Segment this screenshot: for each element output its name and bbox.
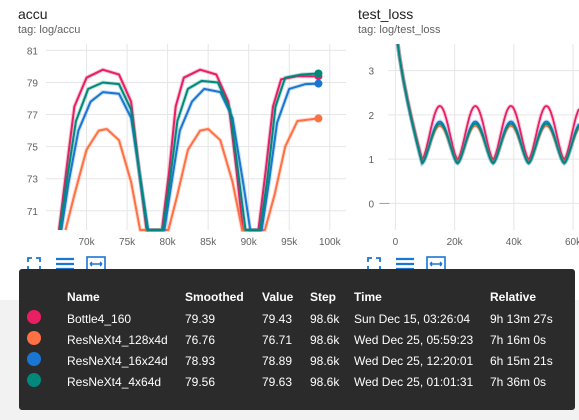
x-tick-label: 95k (281, 237, 298, 248)
chart-title-accu: accu (18, 6, 48, 22)
series-color-swatch (27, 308, 67, 329)
x-tick-label: 20k (447, 237, 464, 248)
step-value: 98.6k (310, 332, 340, 347)
chart-tag-test-loss: tag: log/test_loss (358, 24, 441, 36)
relative-value: 7h 36m 0s (490, 374, 547, 389)
tooltip-row: ResNeXt4_16x24d 78.93 78.89 98.6k Wed Dec 25… (27, 350, 566, 371)
accu-chart[interactable]: 71 73 75 77 79 81 70k 75k 80k 85k 90k 95k 100k (0, 40, 352, 255)
header-relative: Relative (490, 290, 537, 304)
series-color-swatch (27, 371, 67, 392)
series-name: ResNeXt4_16x24d (67, 353, 168, 368)
series-color-swatch (27, 350, 67, 371)
series-dot-icon (27, 310, 41, 324)
fullscreen-icon[interactable] (364, 255, 384, 273)
series-hover-point (314, 114, 323, 123)
x-tick-label: 40k (506, 237, 523, 248)
relative-value: 9h 13m 27s (490, 311, 553, 326)
x-tick-label: 0 (393, 237, 399, 248)
smoothed-value: 79.56 (185, 374, 216, 389)
header-name: Name (67, 290, 100, 304)
series-hover-point (314, 79, 323, 88)
x-tick-label: 100k (319, 237, 342, 248)
y-tick-label: 2 (368, 111, 374, 122)
series-name: ResNeXt4_128x4d (67, 332, 168, 347)
smoothed-value: 78.93 (185, 353, 216, 368)
time-value: Wed Dec 25, 05:59:23 (354, 332, 474, 347)
series-line[interactable] (395, 40, 579, 164)
x-tick-label: 90k (241, 237, 258, 248)
step-value: 98.6k (310, 311, 340, 326)
raw-value: 76.71 (262, 332, 293, 347)
series-name: Bottle4_160 (67, 311, 132, 326)
header-value: Value (262, 290, 294, 304)
header-time: Time (354, 290, 382, 304)
y-tick-label: 77 (27, 111, 39, 122)
x-tick-label: 80k (160, 237, 177, 248)
series-line[interactable] (60, 82, 319, 231)
tooltip-table: Name Smoothed Value Step Time Relative B… (27, 286, 566, 392)
x-tick-label: 70k (78, 237, 95, 248)
raw-value: 79.43 (262, 311, 293, 326)
raw-value: 78.89 (262, 353, 293, 368)
header-smoothed: Smoothed (185, 290, 244, 304)
raw-value: 79.63 (262, 374, 293, 389)
x-tick-label: 85k (200, 237, 217, 248)
x-tick-label: 75k (119, 237, 136, 248)
header-step: Step (310, 290, 337, 304)
series-name: ResNeXt4_4x64d (67, 374, 162, 389)
series-line[interactable] (58, 72, 319, 231)
series-hover-point (314, 69, 323, 78)
step-value: 98.6k (310, 353, 340, 368)
chart-title-test-loss: test_loss (358, 6, 414, 22)
series-dot-icon (27, 331, 41, 345)
fullscreen-icon[interactable] (24, 255, 44, 273)
y-tick-label: 0 (368, 199, 374, 210)
x-tick-label: 60k (565, 237, 579, 248)
y-tick-label: 75 (27, 143, 39, 154)
chart-tag-accu: tag: log/accu (18, 24, 81, 36)
y-tick-label: 71 (27, 207, 39, 218)
relative-value: 7h 16m 0s (490, 332, 547, 347)
tooltip-header-row: Name Smoothed Value Step Time Relative (27, 286, 566, 308)
time-value: Sun Dec 15, 03:26:04 (354, 311, 471, 326)
tooltip-row: Bottle4_160 79.39 79.43 98.6k Sun Dec 15, 03… (27, 308, 566, 329)
series-line[interactable] (395, 40, 579, 160)
series-dot-icon (27, 373, 41, 387)
series-color-swatch (27, 329, 67, 350)
series-dot-icon (27, 352, 41, 366)
y-tick-label: 1 (368, 155, 374, 166)
y-tick-label: 79 (27, 78, 39, 89)
y-tick-label: 3 (368, 67, 374, 78)
time-value: Wed Dec 25, 01:01:31 (354, 374, 474, 389)
smoothed-value: 79.39 (185, 311, 216, 326)
relative-value: 6h 15m 21s (490, 353, 553, 368)
hover-tooltip: Name Smoothed Value Step Time Relative B… (19, 269, 575, 410)
y-tick-label: 81 (27, 46, 39, 57)
tooltip-row: ResNeXt4_128x4d 76.76 76.71 98.6k Wed Dec 25… (27, 329, 566, 350)
series-line[interactable] (58, 68, 319, 231)
smoothed-value: 76.76 (185, 332, 216, 347)
time-value: Wed Dec 25, 12:20:01 (354, 353, 474, 368)
y-tick-label: 73 (27, 175, 39, 186)
series-line[interactable] (64, 117, 319, 231)
tooltip-row: ResNeXt4_4x64d 79.56 79.63 98.6k Wed Dec 25,… (27, 371, 566, 392)
step-value: 98.6k (310, 374, 340, 389)
test-loss-chart[interactable]: 0 1 2 3 0 20k 40k 60k (358, 40, 579, 255)
